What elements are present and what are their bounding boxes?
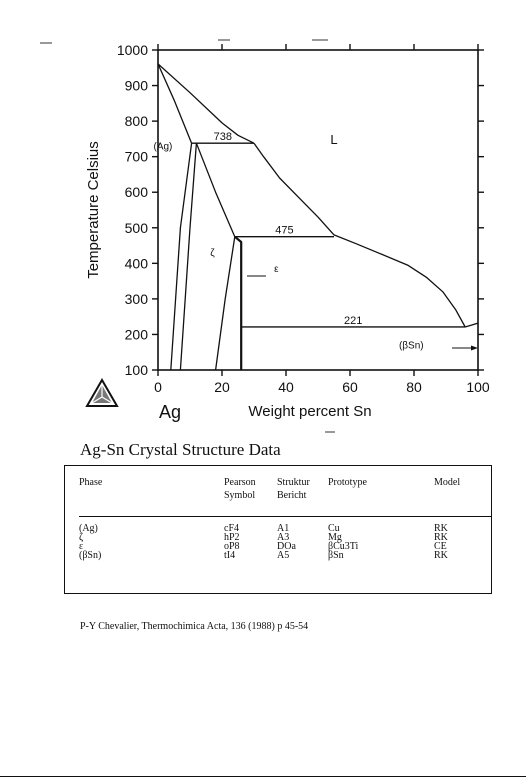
invariant-label: 475 (275, 225, 293, 237)
x-tick-label: 100 (466, 379, 490, 395)
table-row: (Ag) cF4 A1 Cu RK (79, 523, 489, 534)
y-tick-label: 100 (125, 362, 149, 378)
y-tick-label: 600 (125, 184, 149, 200)
table-row: ε oP8 DOa βCu3Ti CE (79, 541, 489, 552)
cell-prototype: Mg (328, 532, 342, 543)
cell-struktur: A1 (277, 523, 290, 534)
cell-struktur: A3 (277, 532, 290, 543)
y-tick-label: 500 (125, 220, 149, 236)
x-axis-ticks: 0 20 40 60 80 100 (154, 44, 490, 395)
phase-boundary-line (465, 322, 479, 328)
phase-boundary-line (195, 142, 236, 237)
header-phase: Phase (79, 477, 103, 488)
phase-boundary-line (253, 142, 466, 328)
phase-boundaries (157, 63, 479, 371)
page-bottom-rule (0, 776, 526, 777)
table-row: ζ hP2 A3 Mg RK (79, 532, 489, 543)
cell-prototype: βSn (328, 550, 344, 561)
beta-sn-arrowhead (471, 345, 478, 351)
cell-phase: ζ (79, 532, 84, 543)
y-tick-label: 700 (125, 149, 149, 165)
x-tick-label: 20 (214, 379, 230, 395)
phase-label: L (330, 132, 337, 147)
phase-boundary-line (157, 63, 193, 144)
y-tick-label: 1000 (117, 42, 148, 58)
cell-struktur: DOa (277, 541, 296, 552)
invariant-lines: 738 475 221 (191, 131, 466, 328)
y-axis-ticks: 100 200 300 400 500 600 700 800 900 1000 (117, 42, 484, 378)
cell-pearson: tI4 (224, 550, 236, 561)
cell-model: RK (434, 523, 448, 534)
phase-boundary-line (170, 143, 193, 371)
cell-model: CE (434, 541, 447, 552)
header-pearson-symbol: Pearson Symbol (224, 477, 256, 501)
cell-pearson: hP2 (224, 532, 240, 543)
crystal-structure-table: Phase Pearson Symbol Struktur Bericht Prot… (64, 465, 492, 594)
y-tick-label: 300 (125, 291, 149, 307)
phase-label: ε (274, 264, 279, 275)
cell-prototype: Cu (328, 523, 340, 534)
element-label: Ag (159, 402, 181, 422)
phase-label: (βSn) (399, 341, 424, 352)
invariant-label: 221 (344, 315, 362, 327)
y-tick-label: 900 (125, 78, 149, 94)
phase-label: ζ (210, 248, 215, 259)
plot-frame (157, 49, 479, 371)
header-struktur-bericht: Struktur Bericht (277, 477, 310, 501)
phase-boundary-line (234, 235, 243, 370)
citation: P-Y Chevalier, Thermochimica Acta, 136 (… (80, 621, 309, 632)
triangle-logo-icon (85, 377, 119, 407)
table-header-rule (79, 516, 491, 517)
y-tick-label: 400 (125, 255, 149, 271)
phase-boundary-line (179, 143, 198, 371)
cell-phase: (βSn) (79, 550, 102, 561)
phase-boundary-line (157, 63, 255, 144)
cell-pearson: cF4 (224, 523, 239, 534)
table-row: (βSn) tI4 A5 βSn RK (79, 550, 489, 561)
x-axis-label: Weight percent Sn (248, 403, 371, 420)
cell-model: RK (434, 532, 448, 543)
cell-phase: (Ag) (79, 523, 98, 534)
header-prototype: Prototype (328, 477, 367, 488)
y-axis-label: Temperature Celsius (85, 141, 102, 279)
y-tick-label: 200 (125, 326, 149, 342)
section-title: Ag-Sn Crystal Structure Data (80, 440, 281, 459)
x-tick-label: 0 (154, 379, 162, 395)
header-model: Model (434, 477, 461, 488)
phase-label: (Ag) (153, 142, 172, 153)
cell-struktur: A5 (277, 550, 290, 561)
phase-labels: L (Ag) ζ ε (βSn) (153, 132, 423, 351)
x-tick-label: 40 (278, 379, 294, 395)
x-tick-label: 80 (406, 379, 422, 395)
x-tick-label: 60 (342, 379, 358, 395)
cell-pearson: oP8 (224, 541, 240, 552)
cell-prototype: βCu3Ti (328, 541, 359, 552)
invariant-label: 738 (214, 131, 232, 143)
cell-model: RK (434, 550, 448, 561)
cell-phase: ε (79, 541, 84, 552)
y-tick-label: 800 (125, 113, 149, 129)
phase-boundary-line (214, 236, 236, 371)
phase-diagram-chart: 100 200 300 400 500 600 700 800 900 1000 0 20 40 60 8… (40, 39, 490, 433)
